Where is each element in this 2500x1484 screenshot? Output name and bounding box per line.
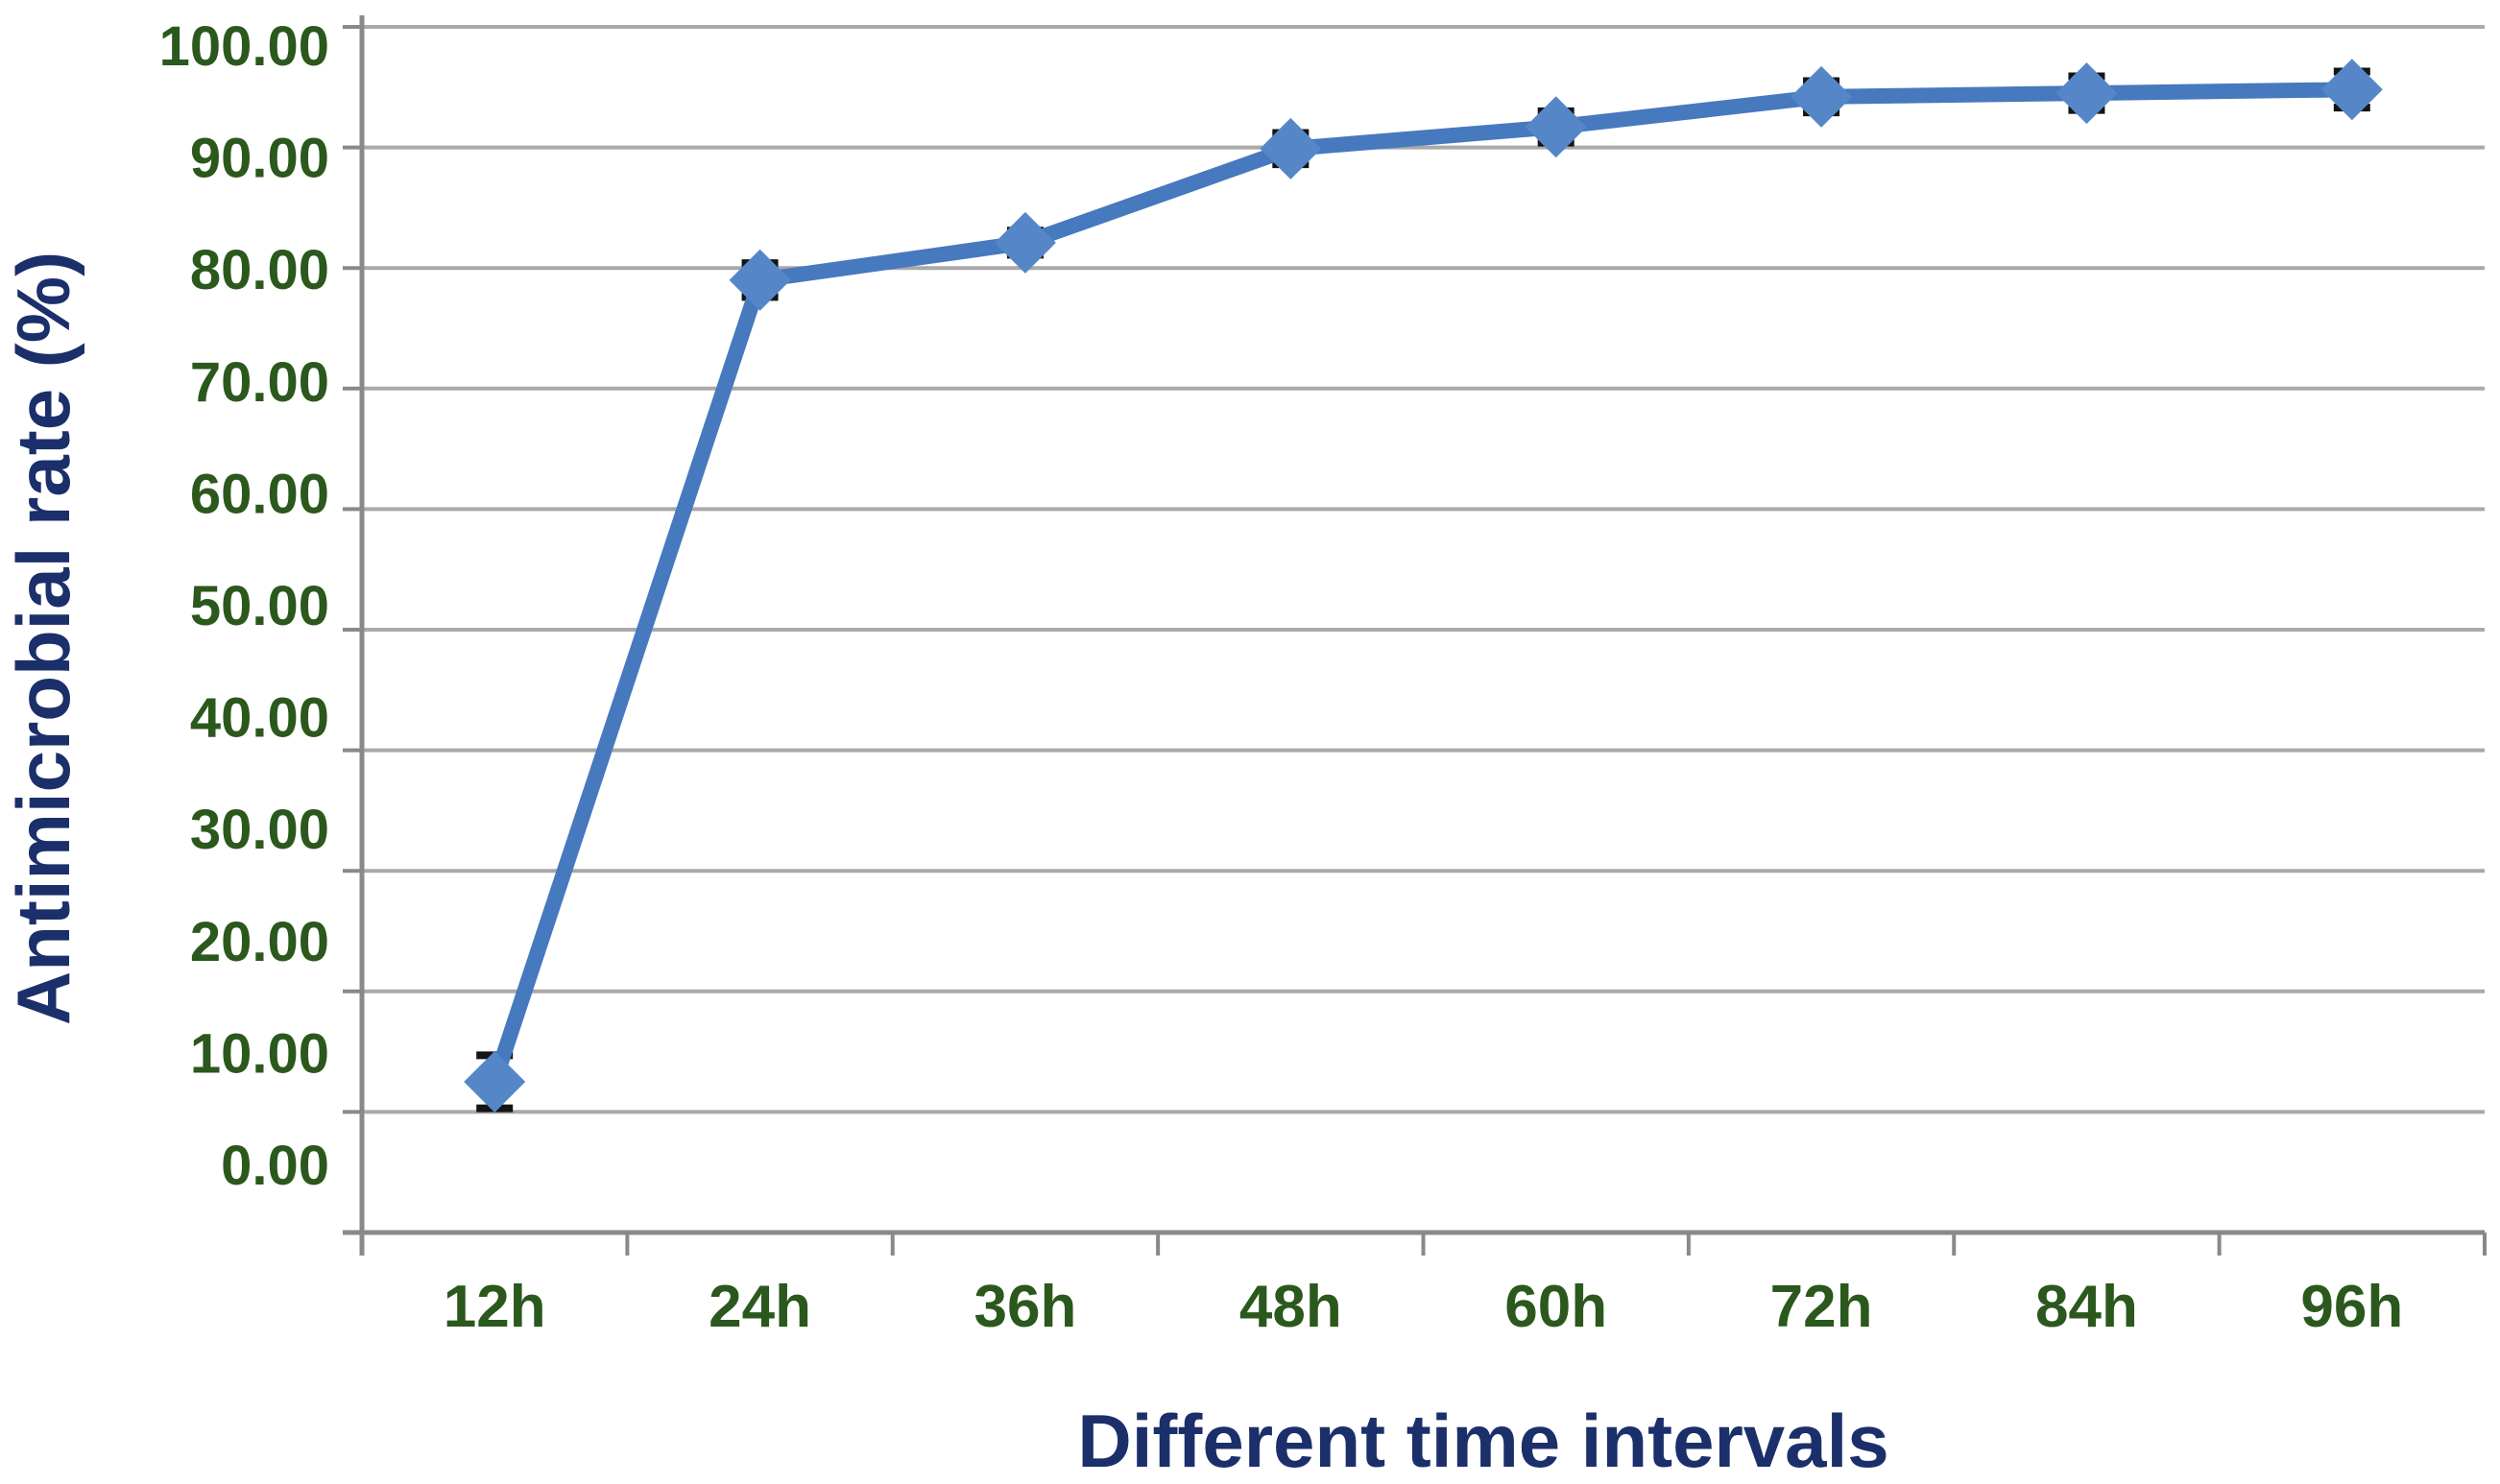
data-point-marker	[2055, 62, 2118, 125]
data-point-marker	[464, 1051, 526, 1113]
error-bars-group	[476, 67, 2370, 1113]
x-axis-title: Different time intervals	[1077, 1399, 1888, 1483]
axes-group	[343, 15, 2487, 1256]
data-point-marker	[1791, 65, 1853, 128]
data-point-marker	[729, 249, 791, 311]
x-tick-label: 60h	[1504, 1274, 1607, 1340]
y-tick-labels-group: 100.00 90.00 80.00 70.00 60.00 50.00 40.00 30.0…	[159, 15, 329, 1197]
data-line	[487, 82, 2360, 1089]
y-tick-label: 40.00	[190, 687, 329, 750]
x-tick-label: 12h	[444, 1274, 546, 1340]
y-tick-label: 50.00	[190, 575, 329, 637]
y-tick-label: 0.00	[221, 1135, 329, 1197]
x-tick-label: 84h	[2035, 1274, 2138, 1340]
data-series-group	[464, 59, 2383, 1113]
x-tick-label: 96h	[2300, 1274, 2403, 1340]
y-tick-label: 80.00	[190, 239, 329, 301]
y-tick-label: 30.00	[190, 799, 329, 861]
x-tick-label: 24h	[709, 1274, 811, 1340]
data-point-marker	[994, 211, 1056, 274]
gridlines-group	[343, 25, 2485, 1114]
data-point-marker	[1525, 96, 1587, 158]
x-tick-labels-group: 12h 24h 36h 48h 60h 72h 84h 96h	[444, 1274, 2403, 1340]
y-axis-title: Antimicrobial rate (%)	[1, 251, 85, 1025]
data-point-marker	[1260, 117, 1322, 180]
y-tick-label: 60.00	[190, 463, 329, 525]
y-tick-label: 20.00	[190, 911, 329, 973]
data-point-marker	[2320, 59, 2383, 121]
y-tick-label: 10.00	[190, 1022, 329, 1085]
x-tick-label: 72h	[1770, 1274, 1873, 1340]
x-tick-label: 48h	[1239, 1274, 1342, 1340]
y-tick-label: 90.00	[190, 128, 329, 190]
y-tick-label: 70.00	[190, 351, 329, 414]
y-tick-label: 100.00	[159, 15, 329, 78]
x-tick-label: 36h	[974, 1274, 1077, 1340]
